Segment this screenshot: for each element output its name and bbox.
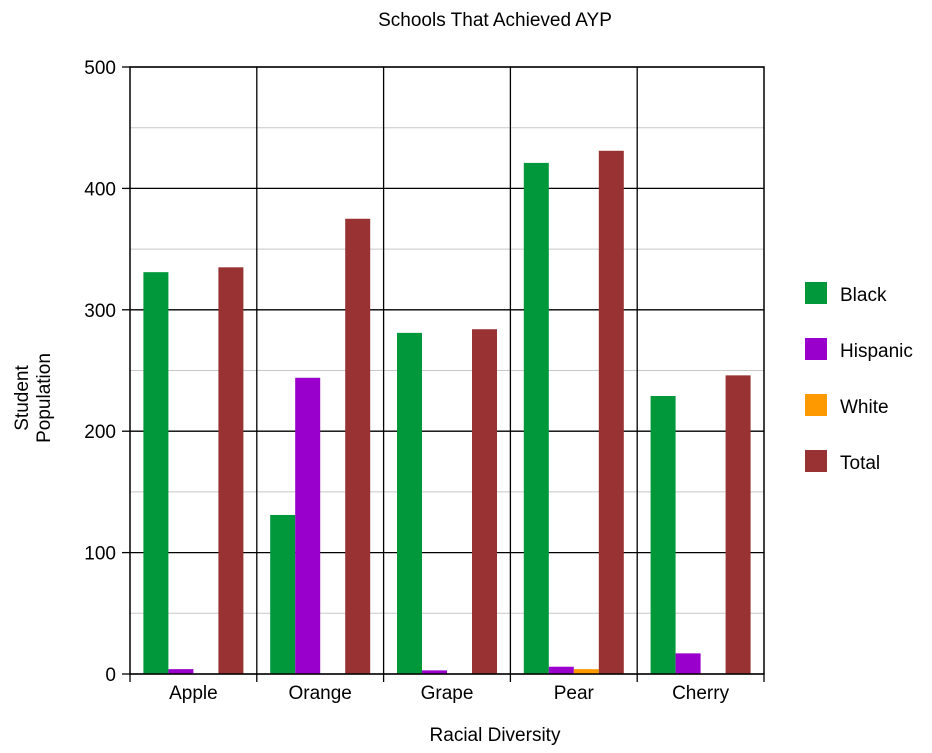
bar-total-apple	[218, 267, 244, 674]
y-tick-label: 200	[84, 422, 116, 443]
bar-hispanic-orange	[295, 377, 321, 674]
x-tick-label: Apple	[169, 683, 218, 704]
legend-label-white: White	[840, 397, 889, 418]
legend-label-total: Total	[840, 453, 880, 474]
y-tick-label: 300	[84, 301, 116, 322]
bar-black-orange	[270, 514, 296, 674]
bar-hispanic-apple	[168, 669, 194, 674]
x-tick-label: Grape	[421, 683, 474, 704]
plot-frame	[129, 66, 765, 675]
y-axis-ticks: 0 100 200 300 400 500	[84, 58, 130, 686]
legend-swatch-total	[805, 450, 827, 472]
x-tick-label: Pear	[554, 683, 595, 704]
bar-white-pear	[573, 669, 599, 674]
bar-total-cherry	[725, 375, 751, 674]
bar-black-pear	[523, 162, 549, 674]
bar-black-apple	[143, 272, 169, 674]
bar-black-cherry	[650, 395, 676, 674]
x-tick-label: Orange	[289, 683, 352, 704]
bar-black-grape	[397, 332, 422, 674]
bar-total-pear	[598, 150, 624, 675]
y-axis-title: Student Population	[12, 353, 55, 443]
x-tick-label: Cherry	[672, 683, 730, 704]
legend-swatch-black	[805, 282, 827, 304]
y-tick-label: 400	[84, 179, 116, 200]
bars	[143, 150, 751, 675]
y-axis-title-line-2: Population	[34, 353, 55, 443]
bar-hispanic-pear	[548, 666, 574, 674]
bar-total-grape	[472, 329, 497, 674]
legend-swatch-white	[805, 394, 827, 416]
y-axis-title-line-1: Student	[12, 365, 33, 431]
y-tick-label: 500	[84, 58, 116, 79]
chart-title: Schools That Achieved AYP	[378, 10, 612, 31]
bar-total-orange	[345, 218, 371, 674]
legend-label-black: Black	[840, 285, 887, 306]
bar-hispanic-cherry	[675, 653, 701, 674]
bar-hispanic-grape	[422, 670, 447, 674]
legend-swatch-hispanic	[805, 338, 827, 360]
plot-border	[129, 66, 765, 675]
y-tick-label: 0	[105, 665, 116, 686]
x-axis-title: Racial Diversity	[430, 725, 561, 746]
x-axis-ticks: Apple Orange Grape Pear Cherry	[129, 674, 765, 704]
y-tick-label: 100	[84, 544, 116, 565]
legend: Black Hispanic White Total	[805, 282, 913, 474]
legend-label-hispanic: Hispanic	[840, 341, 913, 362]
